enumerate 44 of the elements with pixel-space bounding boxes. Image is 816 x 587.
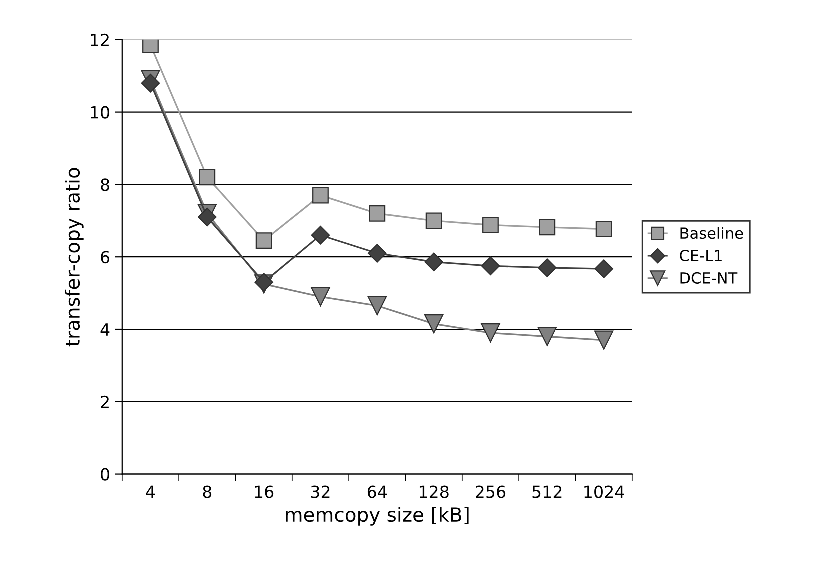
point [482,217,499,234]
point [368,296,387,316]
x-tick-label: 256 [476,486,506,498]
point [312,187,329,204]
point [426,212,442,230]
y-tick-label: 6 [101,251,110,264]
y-tick-label: 12 [91,34,109,46]
point [539,219,556,236]
x-tick-label: 64 [368,486,388,498]
legend-label: Baseline [680,227,744,240]
point [596,221,612,238]
x-tick-label: 32 [311,486,330,498]
y-tick-label: 4 [100,324,110,336]
x-tick-label: 1024 [584,486,624,498]
y-tick-label: 0 [101,468,110,481]
point [481,256,500,276]
point [311,287,330,307]
x-tick-label: 4 [146,486,156,498]
x-tick-label: 8 [203,486,212,498]
point [311,226,330,245]
point [142,40,159,54]
x-tick-label: 512 [532,486,562,498]
point [198,208,217,227]
y-axis-title: transfer-copy ratio [65,168,84,347]
legend-label: CE-L1 [680,250,722,262]
y-tick-label: 10 [91,106,110,119]
point [594,330,614,350]
point [369,205,386,222]
point [481,324,500,343]
point [424,314,444,334]
x-tick-label: 16 [255,486,274,498]
y-tick-label: 2 [101,396,109,408]
point [199,169,216,186]
point [538,258,557,278]
point [538,327,557,346]
point [141,74,160,93]
x-axis-title: memcopy size [kB] [286,507,469,526]
point [256,232,272,250]
y-tick-label: 8 [101,178,110,192]
point [368,244,387,263]
x-tick-label: 128 [420,486,449,498]
legend-label: DCE-NT [680,272,738,284]
point [424,252,444,272]
point [594,260,614,278]
